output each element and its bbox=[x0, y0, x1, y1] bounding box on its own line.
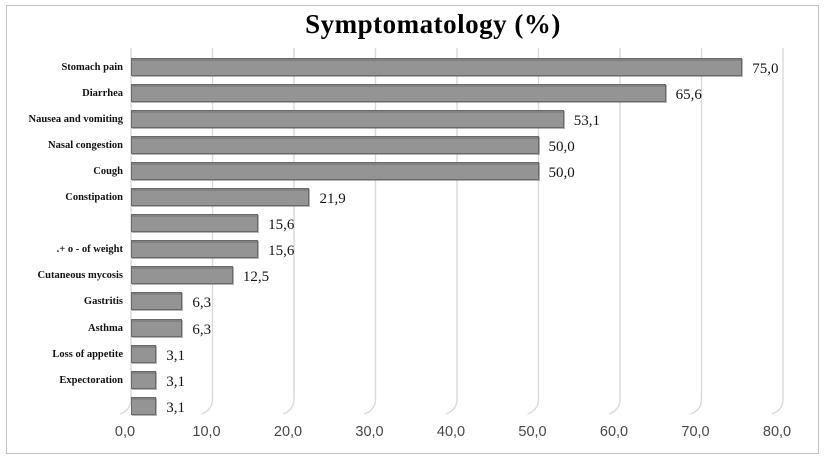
category-label: .+ o - of weight bbox=[56, 244, 123, 256]
category-label: Loss of appetite bbox=[52, 348, 123, 360]
value-label: 15,6 bbox=[268, 217, 295, 234]
bar bbox=[131, 292, 183, 311]
category-label: Constipation bbox=[65, 192, 123, 204]
value-label: 12,5 bbox=[242, 269, 270, 286]
x-axis-tick-label: 0,0 bbox=[114, 424, 136, 440]
x-axis-tick-label: 20,0 bbox=[273, 424, 303, 440]
gridline bbox=[282, 48, 295, 415]
gridline bbox=[445, 48, 458, 415]
chart-title: Symptomatology (%) bbox=[305, 9, 561, 39]
category-label: Gastritis bbox=[83, 296, 123, 308]
x-axis-tick-label: 70,0 bbox=[681, 424, 710, 440]
value-label: 65,6 bbox=[675, 87, 702, 104]
value-label: 53,1 bbox=[573, 113, 600, 130]
bar bbox=[131, 318, 183, 337]
bar bbox=[131, 84, 666, 103]
value-label: 3,1 bbox=[166, 399, 185, 416]
bar bbox=[131, 266, 233, 285]
value-label: 21,9 bbox=[319, 191, 346, 208]
gridline bbox=[690, 48, 703, 415]
gridline bbox=[364, 48, 377, 415]
bar bbox=[131, 58, 743, 76]
bar bbox=[131, 344, 157, 363]
category-label: Stomach pain bbox=[61, 62, 123, 73]
category-label: Asthma bbox=[87, 322, 123, 334]
value-label: 50,0 bbox=[548, 165, 575, 182]
category-label: Cough bbox=[93, 166, 123, 178]
bar bbox=[131, 370, 157, 389]
x-axis-tick-label: 10,0 bbox=[192, 424, 221, 440]
category-label: Diarrhea bbox=[82, 88, 123, 100]
gridline bbox=[527, 48, 540, 415]
gridline bbox=[201, 48, 214, 415]
category-label: Nasal congestion bbox=[48, 140, 123, 152]
gridline bbox=[608, 48, 621, 415]
value-label: 75,0 bbox=[752, 61, 779, 77]
value-label: 6,3 bbox=[192, 321, 212, 338]
x-axis-tick-label: 30,0 bbox=[355, 424, 384, 440]
category-label: Nausea and vomiting bbox=[28, 114, 123, 126]
x-axis-tick-label: 60,0 bbox=[599, 424, 629, 440]
value-label: 3,1 bbox=[166, 347, 185, 364]
value-label: 15,6 bbox=[268, 243, 295, 260]
value-label: 6,3 bbox=[192, 295, 212, 312]
value-label: 3,1 bbox=[166, 373, 185, 390]
x-axis-tick-label: 40,0 bbox=[436, 424, 466, 440]
gridline bbox=[771, 48, 784, 415]
x-axis-tick-label: 80,0 bbox=[762, 424, 792, 440]
bar bbox=[131, 214, 259, 233]
gridline bbox=[119, 48, 132, 415]
bar bbox=[131, 110, 564, 129]
bar bbox=[131, 396, 157, 415]
bar bbox=[131, 136, 539, 155]
x-axis-tick-label: 50,0 bbox=[518, 424, 547, 440]
category-label: Expectoration bbox=[59, 374, 123, 386]
bar bbox=[131, 162, 539, 181]
category-label: Cutaneous mycosis bbox=[37, 270, 123, 282]
bar bbox=[131, 240, 259, 259]
bar bbox=[131, 188, 310, 207]
value-label: 50,0 bbox=[548, 139, 575, 156]
